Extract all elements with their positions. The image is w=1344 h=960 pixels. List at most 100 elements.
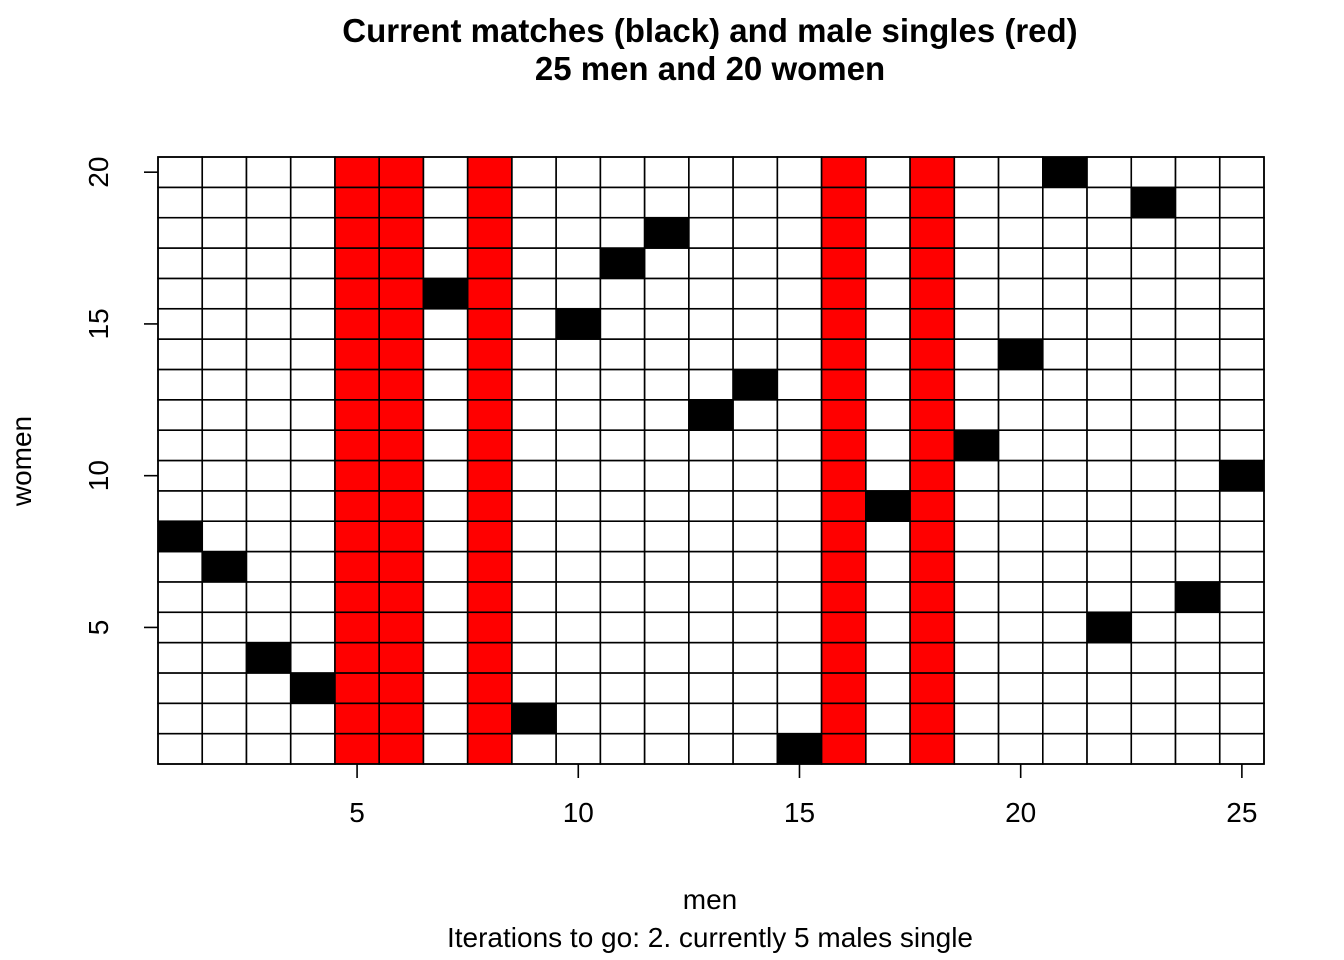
- empty-cell-m15-w11: [776, 429, 823, 462]
- empty-cell-m22-w14: [1086, 338, 1133, 371]
- single-cell-m6-w10: [378, 459, 425, 492]
- empty-cell-m19-w6: [953, 581, 1000, 614]
- empty-cell-m1-w17: [157, 247, 204, 280]
- empty-cell-m15-w8: [776, 520, 823, 553]
- empty-cell-m11-w7: [599, 550, 646, 583]
- empty-cell-m7-w1: [422, 732, 469, 765]
- empty-cell-m22-w18: [1086, 216, 1133, 249]
- single-cell-m6-w15: [378, 307, 425, 340]
- empty-cell-m24-w18: [1174, 216, 1221, 249]
- match-cell-m20-w14: [997, 338, 1044, 371]
- single-cell-m16-w12: [820, 398, 867, 431]
- empty-cell-m22-w20: [1086, 156, 1133, 189]
- match-cell-m13-w12: [688, 398, 734, 431]
- empty-cell-m9-w6: [511, 581, 557, 614]
- empty-cell-m10-w19: [555, 186, 602, 219]
- empty-cell-m15-w13: [776, 368, 823, 401]
- empty-cell-m7-w19: [422, 186, 469, 219]
- single-cell-m16-w11: [820, 429, 867, 462]
- empty-cell-m11-w14: [599, 338, 646, 371]
- empty-cell-m22-w12: [1086, 398, 1133, 431]
- empty-cell-m24-w7: [1174, 550, 1221, 583]
- empty-cell-m9-w15: [511, 307, 557, 340]
- match-cell-m19-w11: [953, 429, 1000, 462]
- empty-cell-m10-w3: [555, 672, 602, 705]
- empty-cell-m3-w6: [245, 581, 292, 614]
- single-cell-m8-w5: [466, 611, 513, 644]
- empty-cell-m11-w19: [599, 186, 646, 219]
- empty-cell-m17-w5: [865, 611, 911, 644]
- empty-cell-m2-w6: [201, 581, 248, 614]
- empty-cell-m9-w13: [511, 368, 557, 401]
- empty-cell-m25-w18: [1218, 216, 1265, 249]
- empty-cell-m1-w13: [157, 368, 204, 401]
- single-cell-m5-w3: [334, 672, 380, 705]
- match-cell-m15-w1: [776, 732, 823, 765]
- empty-cell-m24-w9: [1174, 490, 1221, 523]
- empty-cell-m19-w8: [953, 520, 1000, 553]
- empty-cell-m12-w20: [643, 156, 690, 189]
- empty-cell-m21-w2: [1042, 702, 1088, 735]
- empty-cell-m11-w16: [599, 277, 646, 310]
- y-tick-label-10: 10: [83, 460, 114, 491]
- single-cell-m5-w18: [334, 216, 380, 249]
- empty-cell-m3-w5: [245, 611, 292, 644]
- empty-cell-m4-w14: [289, 338, 336, 371]
- empty-cell-m23-w5: [1130, 611, 1177, 644]
- empty-cell-m1-w14: [157, 338, 204, 371]
- empty-cell-m9-w11: [511, 429, 557, 462]
- match-cell-m4-w3: [289, 672, 336, 705]
- empty-cell-m21-w12: [1042, 398, 1088, 431]
- empty-cell-m24-w11: [1174, 429, 1221, 462]
- empty-cell-m9-w18: [511, 216, 557, 249]
- single-cell-m8-w3: [466, 672, 513, 705]
- empty-cell-m9-w10: [511, 459, 557, 492]
- empty-cell-m25-w17: [1218, 247, 1265, 280]
- empty-cell-m13-w1: [688, 732, 734, 765]
- empty-cell-m25-w5: [1218, 611, 1265, 644]
- single-cell-m6-w19: [378, 186, 425, 219]
- single-cell-m5-w4: [334, 641, 380, 674]
- single-cell-m5-w8: [334, 520, 380, 553]
- empty-cell-m17-w1: [865, 732, 911, 765]
- empty-cell-m25-w20: [1218, 156, 1265, 189]
- single-cell-m16-w14: [820, 338, 867, 371]
- empty-cell-m3-w20: [245, 156, 292, 189]
- match-cell-m24-w6: [1174, 581, 1221, 614]
- empty-cell-m2-w8: [201, 520, 248, 553]
- empty-cell-m13-w18: [688, 216, 734, 249]
- empty-cell-m4-w5: [289, 611, 336, 644]
- empty-cell-m21-w13: [1042, 368, 1088, 401]
- empty-cell-m13-w14: [688, 338, 734, 371]
- empty-cell-m17-w6: [865, 581, 911, 614]
- empty-cell-m12-w3: [643, 672, 690, 705]
- empty-cell-m4-w9: [289, 490, 336, 523]
- empty-cell-m3-w8: [245, 520, 292, 553]
- empty-cell-m21-w6: [1042, 581, 1088, 614]
- empty-cell-m9-w9: [511, 490, 557, 523]
- single-cell-m18-w8: [909, 520, 956, 553]
- empty-cell-m20-w9: [997, 490, 1044, 523]
- single-cell-m8-w13: [466, 368, 513, 401]
- single-cell-m8-w14: [466, 338, 513, 371]
- single-cell-m18-w18: [909, 216, 956, 249]
- empty-cell-m13-w17: [688, 247, 734, 280]
- empty-cell-m21-w19: [1042, 186, 1088, 219]
- empty-cell-m19-w3: [953, 672, 1000, 705]
- empty-cell-m3-w3: [245, 672, 292, 705]
- empty-cell-m25-w2: [1218, 702, 1265, 735]
- empty-cell-m13-w15: [688, 307, 734, 340]
- single-cell-m5-w1: [334, 732, 380, 765]
- y-tick-label-5: 5: [83, 620, 114, 636]
- single-cell-m5-w19: [334, 186, 380, 219]
- empty-cell-m23-w16: [1130, 277, 1177, 310]
- single-cell-m16-w2: [820, 702, 867, 735]
- empty-cell-m24-w19: [1174, 186, 1221, 219]
- empty-cell-m15-w18: [776, 216, 823, 249]
- empty-cell-m23-w17: [1130, 247, 1177, 280]
- empty-cell-m7-w14: [422, 338, 469, 371]
- x-tick-label-10: 10: [563, 797, 594, 828]
- empty-cell-m25-w19: [1218, 186, 1265, 219]
- empty-cell-m14-w19: [732, 186, 779, 219]
- empty-cell-m13-w6: [688, 581, 734, 614]
